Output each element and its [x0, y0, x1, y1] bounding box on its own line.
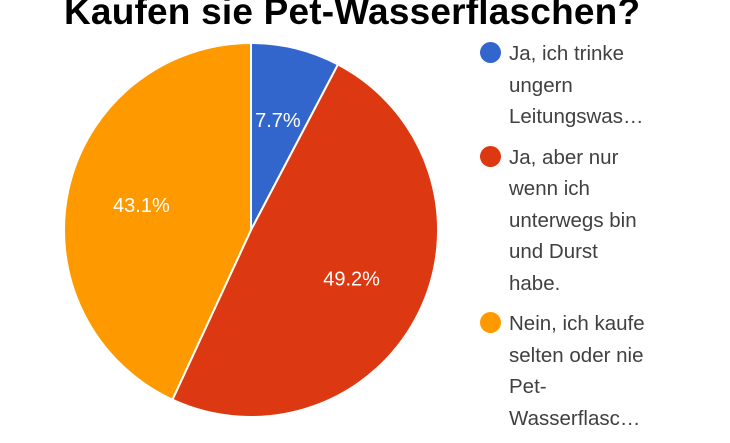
legend-label-1: Ja, ich trinke ungern Leitungswas…	[509, 42, 644, 128]
slice-value-label-3: 43.1%	[113, 195, 170, 217]
slice-value-label-2: 49.2%	[323, 269, 380, 291]
slice-value-label-1: 7.7%	[255, 110, 301, 132]
pie-slice-3[interactable]	[62, 41, 252, 402]
legend: Ja, ich trinke ungern Leitungswas… Ja, a…	[480, 38, 730, 443]
chart-title: Kaufen sie Pet-Wasserflaschen?	[64, 0, 641, 32]
legend-swatch-2	[480, 145, 501, 167]
legend-item-3[interactable]: Nein, ich kaufe selten oder nie Pet- Was…	[480, 308, 730, 434]
legend-label-2: Ja, aber nur wenn ich unterwegs bin und …	[509, 145, 637, 295]
legend-label-3: Nein, ich kaufe selten oder nie Pet- Was…	[509, 312, 645, 430]
legend-swatch-3	[480, 312, 501, 333]
pie-slice-2[interactable]	[171, 63, 440, 418]
legend-item-2[interactable]: Ja, aber nur wenn ich unterwegs bin und …	[480, 142, 730, 300]
legend-item-1[interactable]: Ja, ich trinke ungern Leitungswas…	[480, 38, 730, 133]
legend-swatch-1	[480, 42, 501, 63]
pie-chart: 7.7% 49.2% 43.1%	[62, 41, 440, 418]
